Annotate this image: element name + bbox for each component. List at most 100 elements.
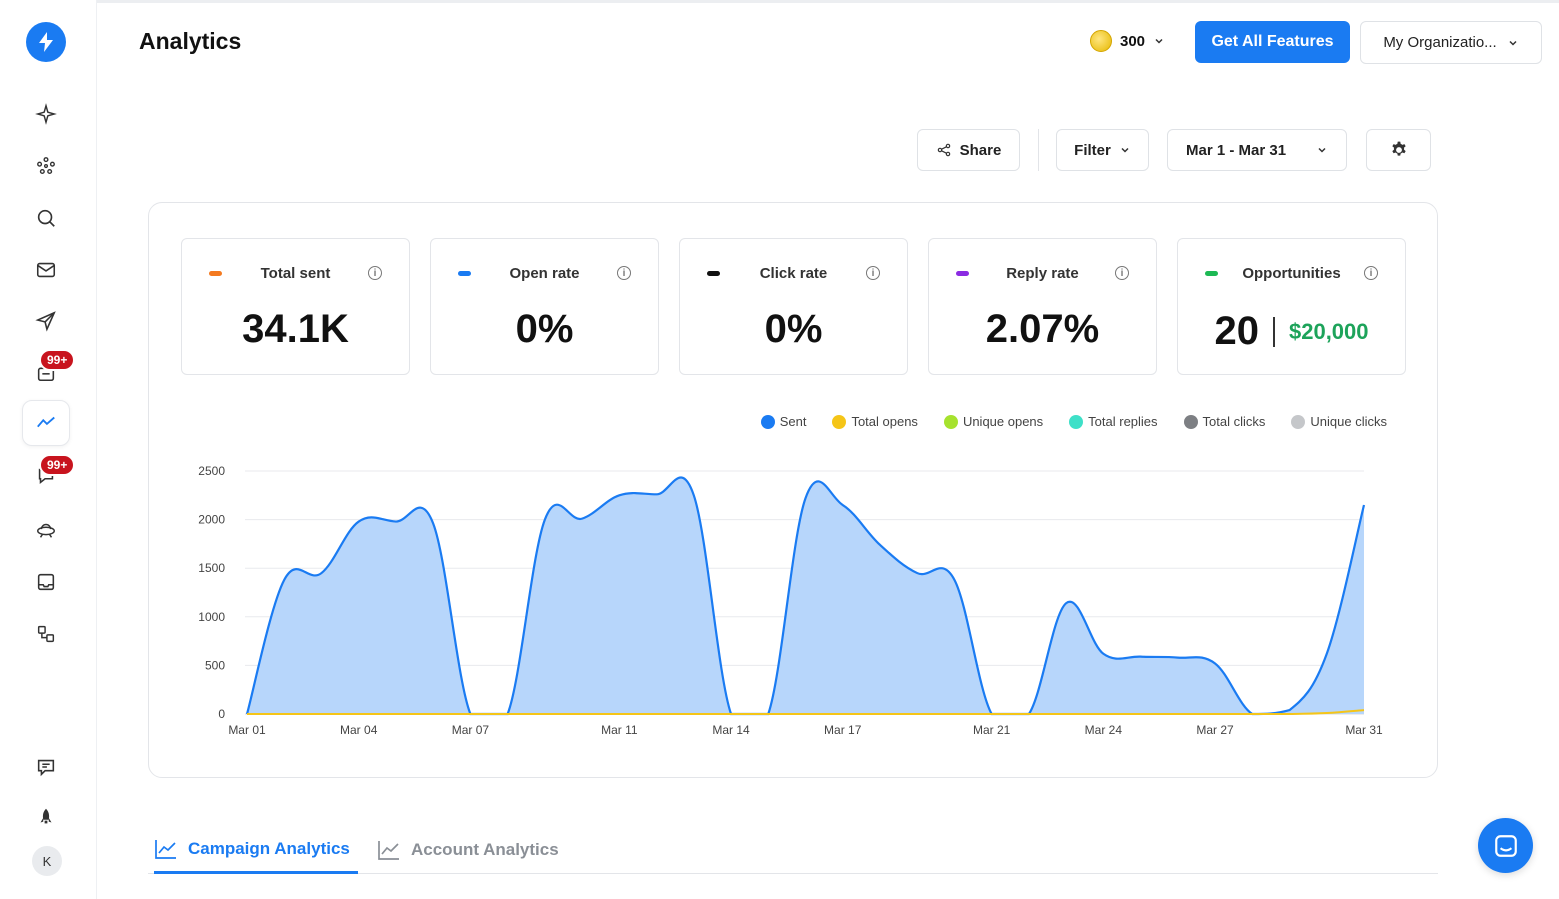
stat-label: Total sent [260, 265, 331, 282]
y-tick-label: 1500 [198, 561, 225, 575]
x-tick-label: Mar 31 [1345, 723, 1383, 737]
x-tick-label: Mar 17 [824, 723, 862, 737]
legend-item-total-opens[interactable]: Total opens [832, 414, 918, 429]
legend-item-total-clicks[interactable]: Total clicks [1183, 414, 1266, 429]
info-icon[interactable]: i [368, 266, 382, 280]
sparkle-icon[interactable] [26, 94, 66, 134]
y-tick-label: 2500 [198, 464, 225, 478]
notification-badge: 99+ [39, 454, 76, 476]
series-color-marker [1205, 271, 1218, 276]
chevron-down-icon [1318, 147, 1326, 153]
ufo-icon[interactable] [26, 510, 66, 550]
legend-item-sent[interactable]: Sent [760, 414, 807, 429]
share-button[interactable]: Share [917, 129, 1020, 171]
legend-label: Total clicks [1202, 414, 1266, 429]
filter-label: Filter [1074, 141, 1111, 159]
analytics-tabs: Campaign Analytics Account Analytics [148, 826, 1438, 874]
legend-dot [760, 414, 775, 429]
legend-item-unique-opens[interactable]: Unique opens [943, 414, 1044, 429]
legend-dot [832, 414, 847, 429]
date-range-select[interactable]: Mar 1 - Mar 31 [1167, 129, 1347, 171]
x-tick-label: Mar 07 [452, 723, 490, 737]
legend-label: Unique opens [962, 414, 1044, 429]
sent-area-chart: 0 500 1000 1500 2000 2500 Mar 01 Mar 04 Mar 07 Ma… [198, 464, 1383, 737]
info-icon[interactable]: i [617, 266, 631, 280]
line-chart-icon [378, 841, 399, 860]
stat-card-opportunities: Opportunities i 20 $20,000 [1177, 238, 1406, 375]
network-icon[interactable] [26, 146, 66, 186]
tab-campaign-analytics[interactable]: Campaign Analytics [154, 826, 358, 874]
analytics-card: Total sent i 34.1K Open rate i 0% Click … [148, 202, 1438, 778]
series-color-marker [707, 271, 720, 276]
y-tick-label: 2000 [198, 513, 225, 527]
series-color-marker [209, 271, 222, 276]
legend-item-total-replies[interactable]: Total replies [1069, 414, 1158, 429]
analytics-icon[interactable] [22, 400, 70, 446]
sidebar: 99+ 99+ K [0, 0, 97, 899]
share-icon [937, 143, 950, 157]
legend-dot [1183, 414, 1198, 429]
value-divider [1272, 316, 1275, 347]
feedback-icon[interactable] [26, 747, 66, 787]
legend-item-unique-clicks[interactable]: Unique clicks [1291, 414, 1387, 429]
support-chat-button[interactable] [1478, 818, 1533, 873]
series-color-marker [956, 271, 969, 276]
legend-label: Total opens [851, 414, 918, 429]
toolbar-divider [1038, 129, 1039, 171]
stat-card-click-rate: Click rate i 0% [679, 238, 908, 375]
chat-icon [1494, 834, 1517, 857]
stat-card-open-rate: Open rate i 0% [430, 238, 659, 375]
total-replies-line [247, 709, 1365, 715]
stat-label: Opportunities [1242, 265, 1341, 282]
date-range-label: Mar 1 - Mar 31 [1186, 141, 1287, 159]
search-icon[interactable] [26, 198, 66, 238]
x-tick-label: Mar 21 [973, 723, 1011, 737]
legend-label: Total replies [1088, 414, 1158, 429]
stat-value: 0% [764, 307, 823, 351]
x-tick-label: Mar 01 [228, 723, 266, 737]
x-tick-label: Mar 24 [1085, 723, 1123, 737]
credits-selector[interactable]: 300 [1090, 30, 1165, 52]
logo-icon[interactable] [26, 22, 66, 62]
info-icon[interactable]: i [1364, 266, 1378, 280]
sent-area [247, 477, 1364, 714]
legend-label: Unique clicks [1310, 414, 1387, 429]
stat-value: 2.07% [985, 307, 1100, 351]
x-tick-label: Mar 14 [712, 723, 750, 737]
y-tick-label: 500 [205, 658, 225, 672]
info-icon[interactable]: i [866, 266, 880, 280]
mail-icon[interactable] [26, 250, 66, 290]
rocket-icon[interactable] [26, 797, 66, 837]
settings-button[interactable] [1366, 129, 1431, 171]
share-label: Share [959, 141, 1002, 159]
series-color-marker [458, 271, 471, 276]
send-icon[interactable] [26, 301, 66, 341]
organization-select[interactable]: My Organizatio... [1360, 21, 1542, 64]
x-tick-label: Mar 04 [340, 723, 378, 737]
info-icon[interactable]: i [1115, 266, 1129, 280]
opportunity-amount: $20,000 [1288, 318, 1369, 344]
stat-value: 20 [1214, 309, 1259, 353]
tab-account-analytics[interactable]: Account Analytics [377, 826, 559, 874]
y-tick-label: 0 [218, 707, 225, 721]
chevron-down-icon [1155, 38, 1163, 44]
sent-line [245, 476, 1366, 716]
filter-button[interactable]: Filter [1056, 129, 1149, 171]
legend-label: Sent [779, 414, 807, 429]
chevron-down-icon [1509, 40, 1517, 46]
chart-legend: Sent Total opens Unique opens Total repl… [760, 414, 1387, 429]
tray-icon[interactable] [26, 562, 66, 602]
notification-badge: 99+ [39, 349, 76, 371]
opportunities-values: 20 $20,000 [1178, 309, 1405, 354]
stat-card-reply-rate: Reply rate i 2.07% [928, 238, 1157, 375]
avatar[interactable]: K [32, 846, 62, 876]
get-all-features-button[interactable]: Get All Features [1195, 21, 1350, 63]
stat-label: Reply rate [1006, 265, 1079, 282]
page-title: Analytics [139, 28, 242, 54]
shapes-icon[interactable] [26, 614, 66, 654]
y-tick-label: 1000 [198, 610, 225, 624]
stat-label: Click rate [759, 265, 828, 282]
gear-icon [1391, 141, 1406, 156]
credits-value: 300 [1120, 32, 1146, 50]
legend-dot [943, 414, 958, 429]
